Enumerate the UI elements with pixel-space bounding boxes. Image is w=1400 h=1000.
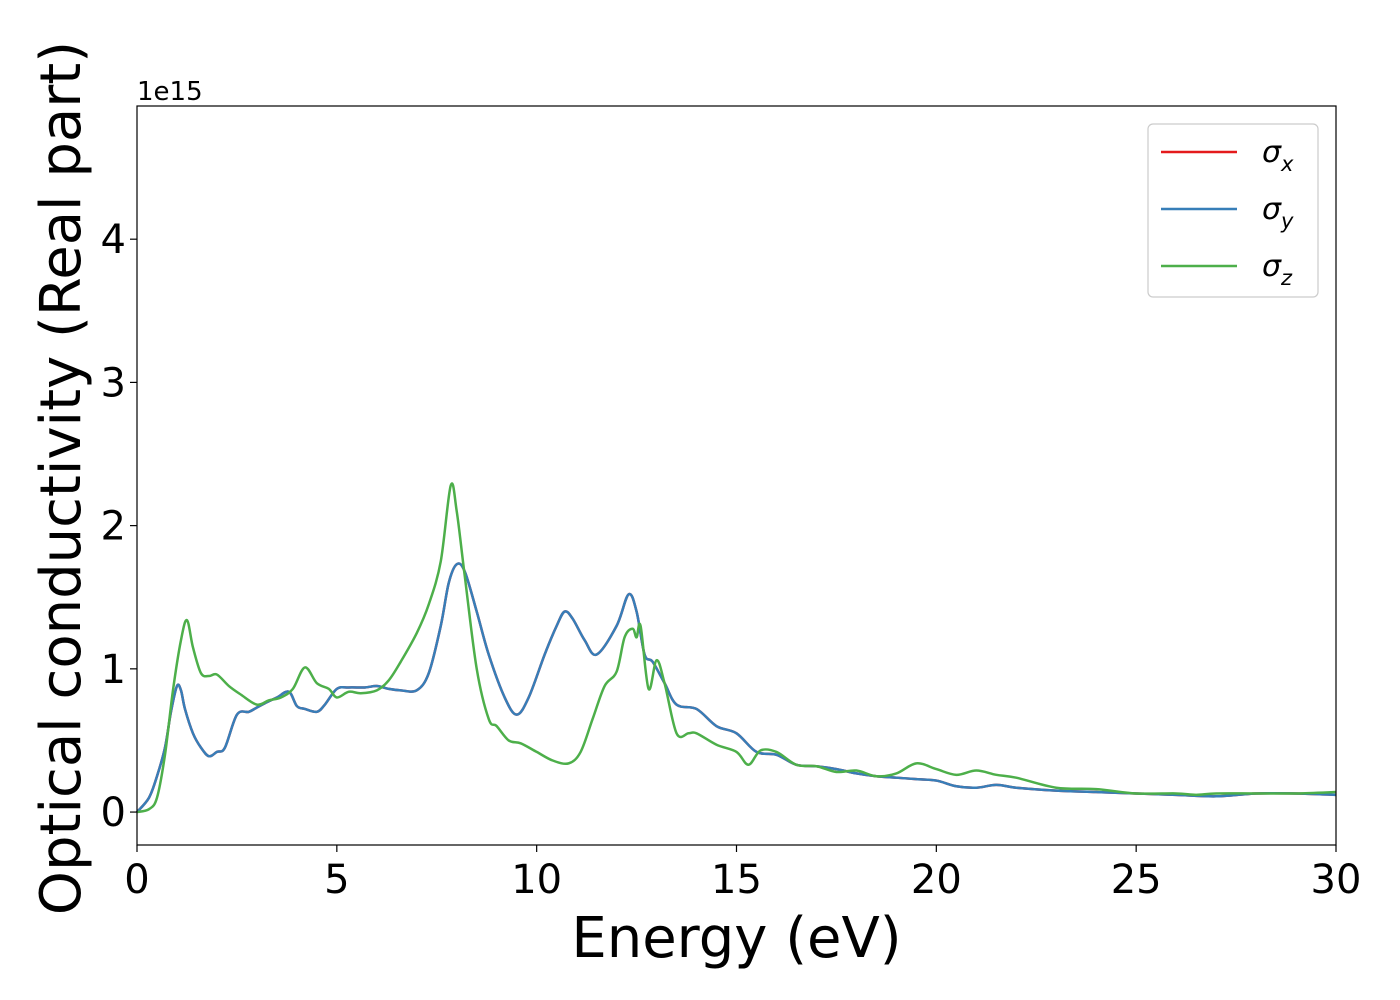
tick-layer: 0 5 10 15 20 25 30 0 1 2 3 4 bbox=[101, 217, 1362, 903]
x-tick-label: 10 bbox=[511, 857, 562, 903]
x-tick-label: 0 bbox=[124, 857, 149, 903]
legend: σx σy σz bbox=[1147, 123, 1319, 298]
series-line-x bbox=[136, 562, 1337, 813]
plot-frame bbox=[136, 105, 1337, 846]
legend-label-y: σy bbox=[1262, 192, 1294, 233]
y-axis-title: Optical conductivity (Real part) bbox=[29, 41, 94, 915]
x-tick-label: 5 bbox=[324, 857, 349, 903]
y-tick-label: 4 bbox=[101, 217, 126, 263]
legend-label-z: σz bbox=[1262, 249, 1293, 290]
x-tick-label: 25 bbox=[1111, 857, 1162, 903]
y-tick-label: 2 bbox=[101, 504, 126, 550]
x-tick-label: 30 bbox=[1311, 857, 1362, 903]
x-tick-label: 20 bbox=[911, 857, 962, 903]
legend-box bbox=[1147, 123, 1319, 298]
y-tick-label: 1 bbox=[101, 647, 126, 693]
y-tick-label: 3 bbox=[101, 360, 126, 406]
x-axis-title: Energy (eV) bbox=[571, 906, 901, 971]
y-tick-label: 0 bbox=[101, 790, 126, 836]
y-offset-label: 1e15 bbox=[137, 77, 203, 107]
series-layer bbox=[136, 482, 1337, 814]
series-line-z bbox=[136, 482, 1337, 814]
x-tick-label: 15 bbox=[711, 857, 762, 903]
legend-label-x: σx bbox=[1262, 135, 1294, 176]
series-line-y bbox=[136, 562, 1337, 813]
